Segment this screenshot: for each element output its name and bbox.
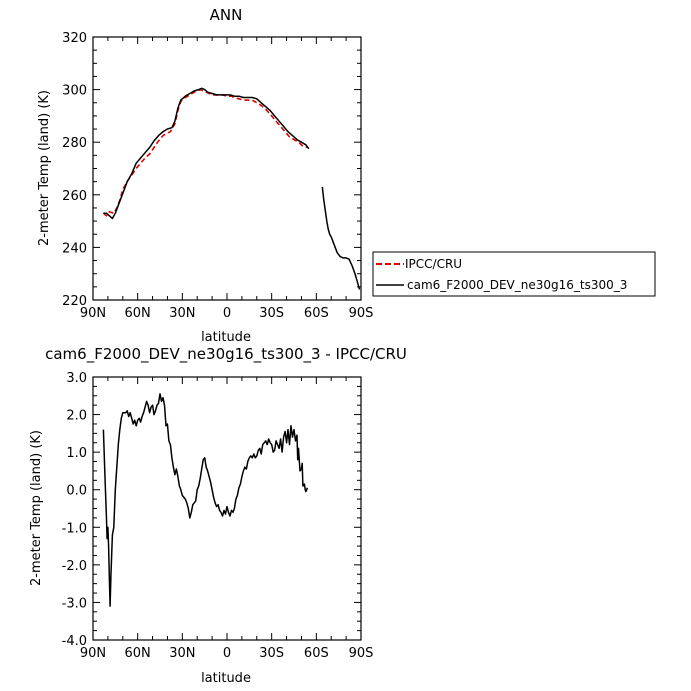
bottom-y-tick-label: 0.0 [66,484,87,499]
top-series-line-1 [321,186,361,290]
top-y-tick-label: 240 [62,241,87,256]
bottom-y-tick-label: 2.0 [66,409,87,424]
top-series-line-1 [103,87,310,220]
bottom-series-line-0 [102,393,309,607]
bottom-x-tick-label: 90S [349,646,374,661]
bottom-chart-title: cam6_F2000_DEV_ne30g16_ts300_3 - IPCC/CR… [45,345,407,364]
top-y-axis-label: 2-meter Temp (land) (K) [37,90,52,246]
top-x-tick-label: 60S [304,306,329,321]
bottom-x-tick-label: 60N [125,646,151,661]
top-x-tick-label: 90N [80,306,106,321]
bottom-x-tick-label: 30S [259,646,284,661]
bottom-panel: cam6_F2000_DEV_ne30g16_ts300_3 - IPCC/CR… [29,345,407,686]
top-chart-title: ANN [210,6,243,24]
top-y-tick-label: 320 [62,31,87,46]
top-axes: 90N 60N 30N 0 30S 60S 90S 220 240 260 280 300 320 [62,31,373,321]
legend-box [372,251,656,297]
bottom-x-tick-label: 60S [304,646,329,661]
legend-label-ipcc: IPCC/CRU [405,257,462,271]
bottom-x-tick-label: 0 [223,646,231,661]
top-y-tick-label: 300 [62,84,87,99]
bottom-x-tick-label: 30N [169,646,195,661]
bottom-x-tick-label: 90N [80,646,106,661]
legend: IPCC/CRU cam6_F2000_DEV_ne30g16_ts300_3 [372,251,656,297]
top-plot-area [102,87,361,290]
bottom-y-axis-label: 2-meter Temp (land) (K) [29,430,44,586]
bottom-x-axis-label: latitude [201,671,251,686]
top-x-tick-label: 90S [349,306,374,321]
bottom-y-tick-label: -2.0 [62,559,87,574]
top-x-tick-label: 30S [259,306,284,321]
legend-label-cam6: cam6_F2000_DEV_ne30g16_ts300_3 [407,278,627,292]
bottom-axes: 90N 60N 30N 0 30S 60S 90S -4.0 -3.0 -2.0 -1.0 0.0 1.… [62,371,374,661]
top-y-tick-label: 260 [62,189,87,204]
top-x-axis-label: latitude [201,330,251,345]
top-y-tick-label: 220 [62,294,87,309]
bottom-y-tick-label: -4.0 [62,634,87,649]
top-y-tick-label: 280 [62,136,87,151]
bottom-y-tick-label: 1.0 [66,446,87,461]
top-x-tick-label: 0 [223,306,231,321]
top-x-tick-label: 60N [125,306,151,321]
top-x-tick-label: 30N [169,306,195,321]
top-panel: ANN 90N 60N 30N 0 30S 60S 90S 220 240 260 280 300 32… [37,6,373,345]
bottom-y-tick-label: -3.0 [62,596,87,611]
bottom-y-tick-label: 3.0 [66,371,87,386]
bottom-plot-area [102,393,309,607]
bottom-y-tick-label: -1.0 [62,521,87,536]
top-series-line-0 [102,88,308,217]
